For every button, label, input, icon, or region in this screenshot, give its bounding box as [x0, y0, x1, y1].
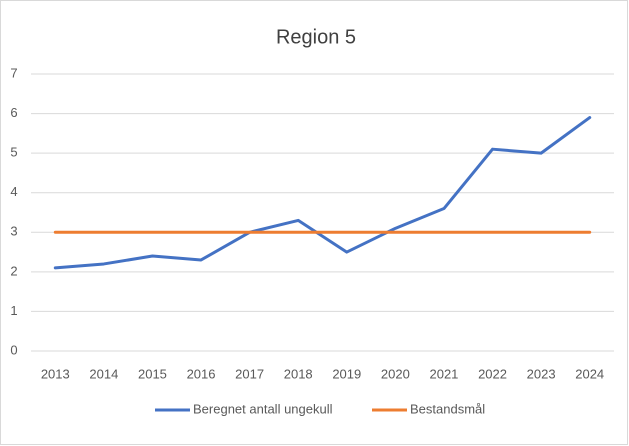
- y-tick-label: 7: [10, 65, 17, 80]
- x-tick-label: 2013: [41, 366, 70, 381]
- y-tick-label: 3: [10, 224, 17, 239]
- y-tick-label: 2: [10, 263, 17, 278]
- y-tick-label: 5: [10, 145, 17, 160]
- y-tick-label: 4: [10, 184, 17, 199]
- x-tick-label: 2016: [187, 366, 216, 381]
- y-tick-label: 6: [10, 105, 17, 120]
- x-tick-label: 2019: [332, 366, 361, 381]
- x-tick-label: 2017: [235, 366, 264, 381]
- series-line: [53, 116, 592, 270]
- legend-label: Bestandsmål: [410, 401, 485, 416]
- y-tick-label: 0: [10, 342, 17, 357]
- x-tick-label: 2014: [89, 366, 118, 381]
- x-tick-label: 2024: [575, 366, 604, 381]
- legend-label: Beregnet antall ungekull: [193, 401, 333, 416]
- y-tick-label: 1: [10, 303, 17, 318]
- x-tick-label: 2018: [284, 366, 313, 381]
- x-tick-label: 2022: [478, 366, 507, 381]
- x-tick-label: 2015: [138, 366, 167, 381]
- x-tick-label: 2021: [429, 366, 458, 381]
- x-tick-label: 2020: [381, 366, 410, 381]
- chart-title: Region 5: [276, 26, 356, 48]
- x-tick-label: 2023: [527, 366, 556, 381]
